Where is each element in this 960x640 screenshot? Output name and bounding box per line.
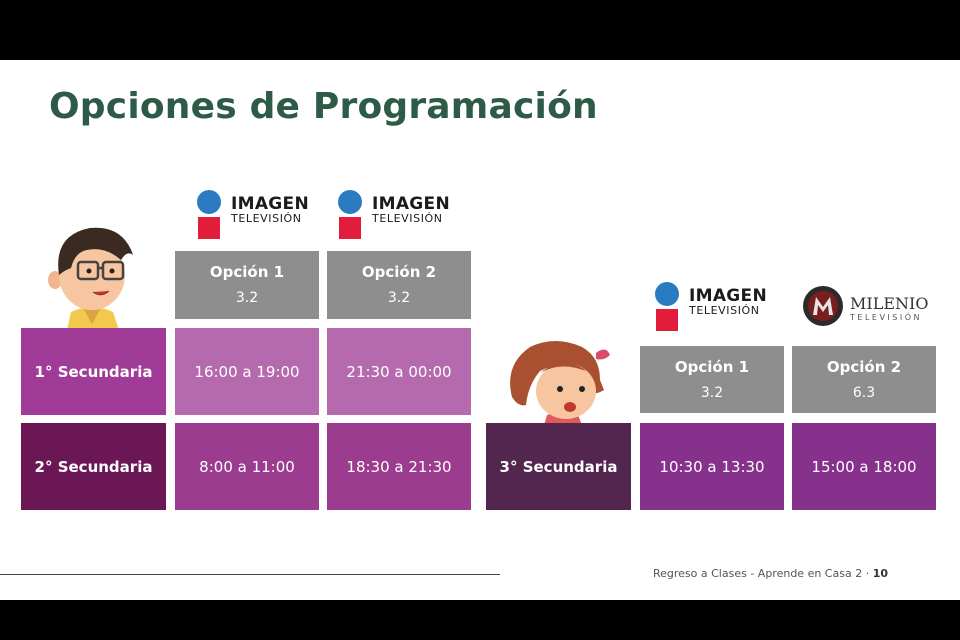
imagen-logo-text: IMAGEN	[689, 286, 767, 306]
imagen-logo-subtext: TELEVISIÓN	[372, 212, 443, 225]
schedule-cell: 18:30 a 21:30	[327, 423, 471, 510]
schedule-cell: 21:30 a 00:00	[327, 328, 471, 415]
imagen-circle-icon	[338, 190, 362, 214]
imagen-logo-2: IMAGEN TELEVISIÓN	[338, 190, 458, 240]
schedule-text: 15:00 a 18:00	[811, 457, 917, 476]
footer: Regreso a Clases - Aprende en Casa 2 · 1…	[653, 567, 888, 580]
footer-text: Regreso a Clases - Aprende en Casa 2 ·	[652, 567, 873, 580]
option-label: Opción 1	[674, 357, 750, 376]
milenio-logo: MILENIO TELEVISIÓN	[802, 285, 932, 327]
imagen-circle-icon	[197, 190, 221, 214]
imagen-logo-1: IMAGEN TELEVISIÓN	[197, 190, 317, 240]
imagen-logo-3: IMAGEN TELEVISIÓN	[655, 282, 775, 332]
schedule-text: 10:30 a 13:30	[659, 457, 765, 476]
milenio-m-icon	[803, 286, 843, 326]
page-title: Opciones de Programación	[49, 86, 598, 127]
imagen-square-icon	[656, 309, 678, 331]
schedule-text: 18:30 a 21:30	[346, 457, 452, 476]
schedule-cell: 8:00 a 11:00	[175, 423, 319, 510]
milenio-logo-text: MILENIO	[850, 294, 929, 313]
boy-illustration	[48, 227, 133, 330]
option-label: Opción 2	[361, 263, 437, 281]
schedule-cell: 10:30 a 13:30	[640, 423, 784, 510]
girl-illustration	[510, 341, 610, 425]
imagen-logo-subtext: TELEVISIÓN	[689, 304, 760, 317]
schedule-text: 21:30 a 00:00	[346, 362, 452, 381]
imagen-square-icon	[339, 217, 361, 239]
option-label: Opción 2	[826, 357, 902, 376]
imagen-logo-text: IMAGEN	[231, 194, 309, 214]
footer-divider	[0, 574, 500, 575]
imagen-logo-text: IMAGEN	[372, 194, 450, 214]
imagen-circle-icon	[655, 282, 679, 306]
row-label-text: 2° Secundaria	[34, 457, 153, 476]
option-channel: 3.2	[700, 384, 724, 401]
page-number: 10	[872, 567, 888, 580]
schedule-text: 8:00 a 11:00	[199, 457, 295, 476]
option-channel: 3.2	[387, 290, 411, 306]
row-label-text: 1° Secundaria	[34, 362, 153, 381]
imagen-logo-subtext: TELEVISIÓN	[231, 212, 302, 225]
option-channel: 6.3	[852, 384, 876, 401]
milenio-logo-subtext: TELEVISIÓN	[850, 313, 923, 322]
option-2-header: Opción 2 3.2	[327, 251, 471, 319]
option-1-header: Opción 1 3.2	[175, 251, 319, 319]
schedule-cell: 15:00 a 18:00	[792, 423, 936, 510]
option-channel: 3.2	[235, 290, 259, 306]
row-label-2-secundaria: 2° Secundaria	[21, 423, 166, 510]
schedule-text: 16:00 a 19:00	[194, 362, 300, 381]
option-2-header-group-2: Opción 2 6.3	[792, 346, 936, 413]
imagen-square-icon	[198, 217, 220, 239]
schedule-cell: 16:00 a 19:00	[175, 328, 319, 415]
row-label-text: 3° Secundaria	[499, 457, 618, 476]
row-label-1-secundaria: 1° Secundaria	[21, 328, 166, 415]
option-1-header-group-2: Opción 1 3.2	[640, 346, 784, 413]
row-label-3-secundaria: 3° Secundaria	[486, 423, 631, 510]
slide: Opciones de Programación IMAGEN TELEVISI…	[0, 60, 960, 600]
option-label: Opción 1	[209, 263, 285, 281]
